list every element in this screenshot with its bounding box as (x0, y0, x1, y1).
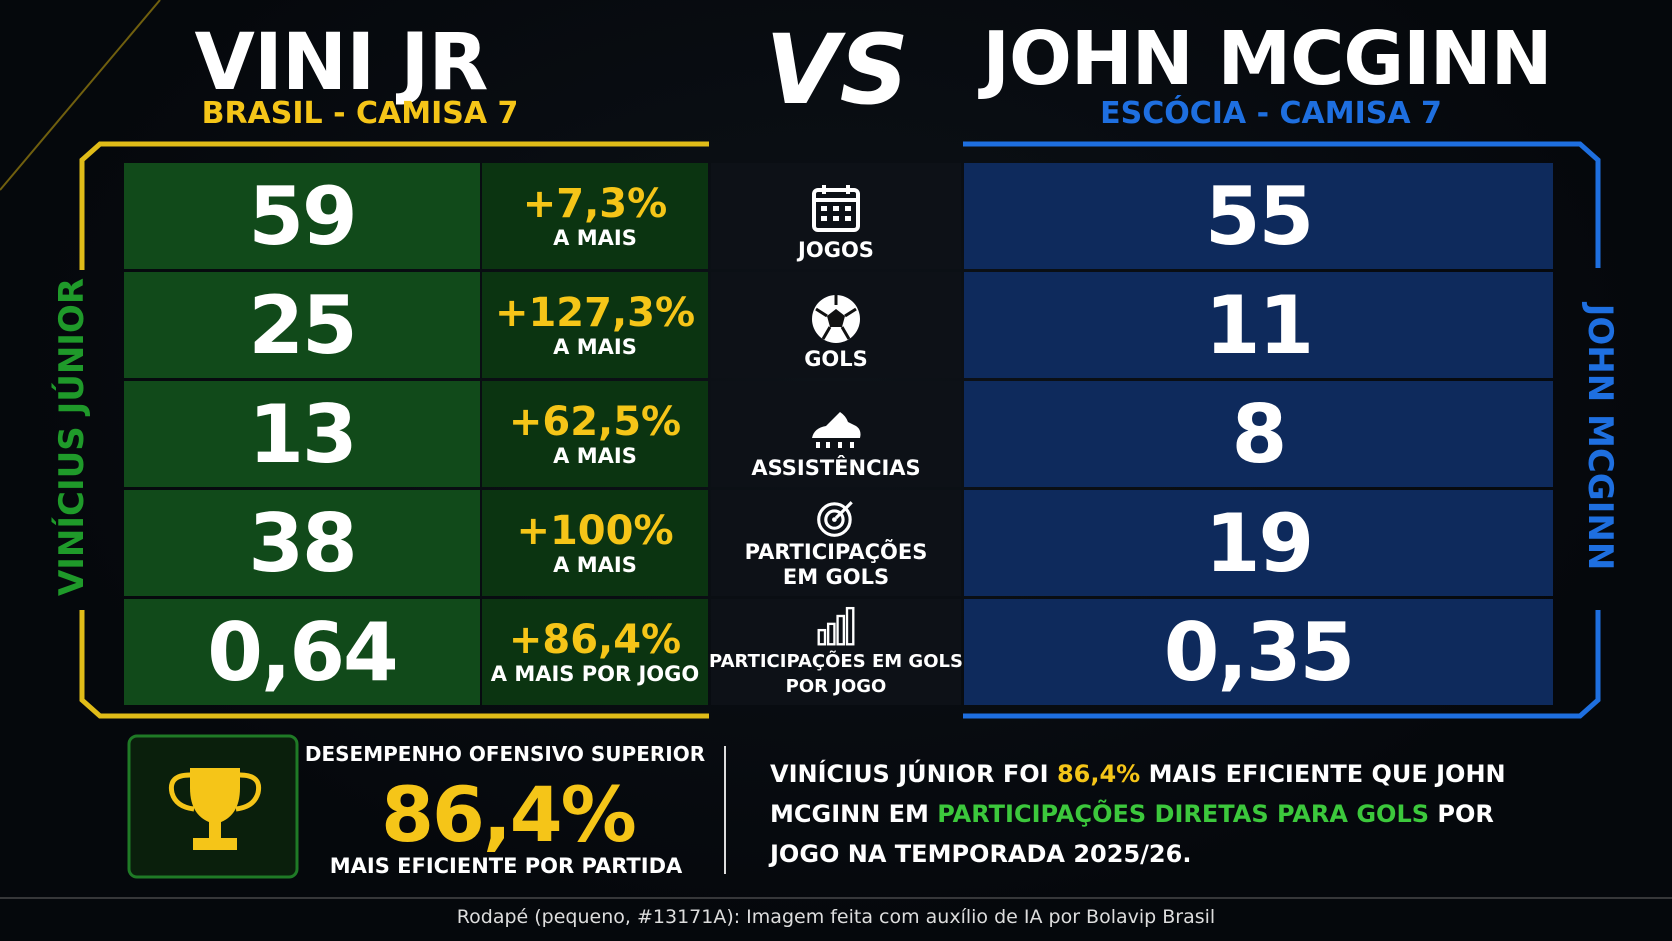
left-value: 13 (248, 387, 357, 481)
stat-label: ASSISTÊNCIAS (751, 456, 921, 480)
pct-sub: A MAIS (553, 335, 637, 359)
sentence: VINÍCIUS JÚNIOR FOI 86,4% MAIS EFICIENTE… (770, 754, 1530, 874)
right-value-cell: 11 (964, 272, 1553, 378)
vs: VS (765, 14, 909, 126)
pct: +62,5% (508, 399, 682, 445)
stat-cell: JOGOS (711, 163, 961, 269)
pct-cell: +127,3% A MAIS (482, 272, 708, 378)
right-value-cell: 0,35 (964, 599, 1553, 705)
stat-icon (812, 185, 860, 232)
left-sub: BRASIL - CAMISA 7 (201, 96, 519, 131)
right-value: 11 (1204, 278, 1314, 372)
stat-cell: ASSISTÊNCIAS (711, 381, 961, 487)
pct-sub: A MAIS POR JOGO (490, 662, 700, 686)
stat-label: PARTICIPAÇÕES EM GOLS (709, 651, 963, 672)
pct-cell: +7,3% A MAIS (482, 163, 708, 269)
summary-top: DESEMPENHO OFENSIVO SUPERIOR (304, 742, 706, 766)
pct-cell: +86,4% A MAIS POR JOGO (482, 599, 708, 705)
sentence-part: POR JOGO NA TEMPORADA 2025/26. (770, 800, 1494, 868)
right-value: 19 (1204, 496, 1314, 590)
right-value: 55 (1204, 169, 1314, 263)
pct: +86,4% (508, 617, 682, 663)
stat-label: POR JOGO (785, 676, 887, 697)
sentence-part: VINÍCIUS JÚNIOR FOI (770, 760, 1057, 788)
stat-label: JOGOS (798, 238, 874, 262)
right-sub: ESCÓCIA - CAMISA 7 (1100, 96, 1442, 131)
sentence-part: MAIS EFICIENTE QUE JOHN MCGINN EM (770, 760, 1506, 828)
right-value-cell: 8 (964, 381, 1553, 487)
pct: +127,3% (494, 290, 696, 336)
stat-cell: PARTICIPAÇÕES EM GOLS POR JOGO (709, 599, 963, 705)
pct-cell: +100% A MAIS (482, 490, 708, 596)
right-side-label: JOHN MCGINN (1580, 303, 1620, 571)
stat-label: EM GOLS (782, 565, 890, 589)
left-value-cell: 0,64 (124, 599, 480, 705)
left-value: 59 (248, 169, 357, 263)
stat-cell: GOLS (711, 272, 961, 378)
stat-icon (812, 412, 861, 448)
left-value: 0,64 (207, 605, 398, 699)
stat-label: PARTICIPAÇÕES (744, 540, 928, 564)
right-name: JOHN MCGINN (982, 16, 1552, 102)
left-value-cell: 59 (124, 163, 480, 269)
right-value-cell: 19 (964, 490, 1553, 596)
left-value: 38 (248, 496, 357, 590)
right-value-cell: 55 (964, 163, 1553, 269)
stat-label: GOLS (804, 347, 868, 371)
sentence-part: 86,4% (1056, 760, 1141, 788)
right-value: 0,35 (1163, 605, 1355, 699)
left-value-cell: 38 (124, 490, 480, 596)
stat-cell: PARTICIPAÇÕES EM GOLS (711, 490, 961, 596)
stat-icon (812, 295, 860, 343)
sentence-part: PARTICIPAÇÕES DIRETAS PARA GOLS (937, 800, 1430, 828)
left-side-label: VINÍCIUS JÚNIOR (52, 277, 92, 597)
summary-big: 86,4% (381, 770, 637, 859)
pct: +7,3% (522, 181, 668, 227)
stat-icon (817, 606, 855, 646)
pct-cell: +62,5% A MAIS (482, 381, 708, 487)
pct-sub: A MAIS (553, 444, 637, 468)
pct-sub: A MAIS (553, 226, 637, 250)
left-name: VINI JR (194, 18, 489, 108)
summary-bottom: MAIS EFICIENTE POR PARTIDA (329, 854, 683, 878)
left-value: 25 (248, 278, 357, 372)
pct-sub: A MAIS (553, 553, 637, 577)
footer: Rodapé (pequeno, #13171A): Imagem feita … (456, 906, 1216, 928)
stat-icon (817, 501, 853, 537)
left-value-cell: 13 (124, 381, 480, 487)
left-value-cell: 25 (124, 272, 480, 378)
right-value: 8 (1231, 387, 1288, 481)
pct: +100% (516, 508, 674, 554)
